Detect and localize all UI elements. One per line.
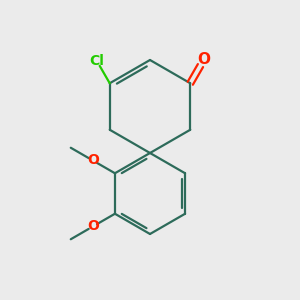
Text: O: O: [87, 220, 99, 233]
Text: Cl: Cl: [89, 54, 104, 68]
Text: O: O: [197, 52, 210, 68]
Text: O: O: [87, 154, 99, 167]
